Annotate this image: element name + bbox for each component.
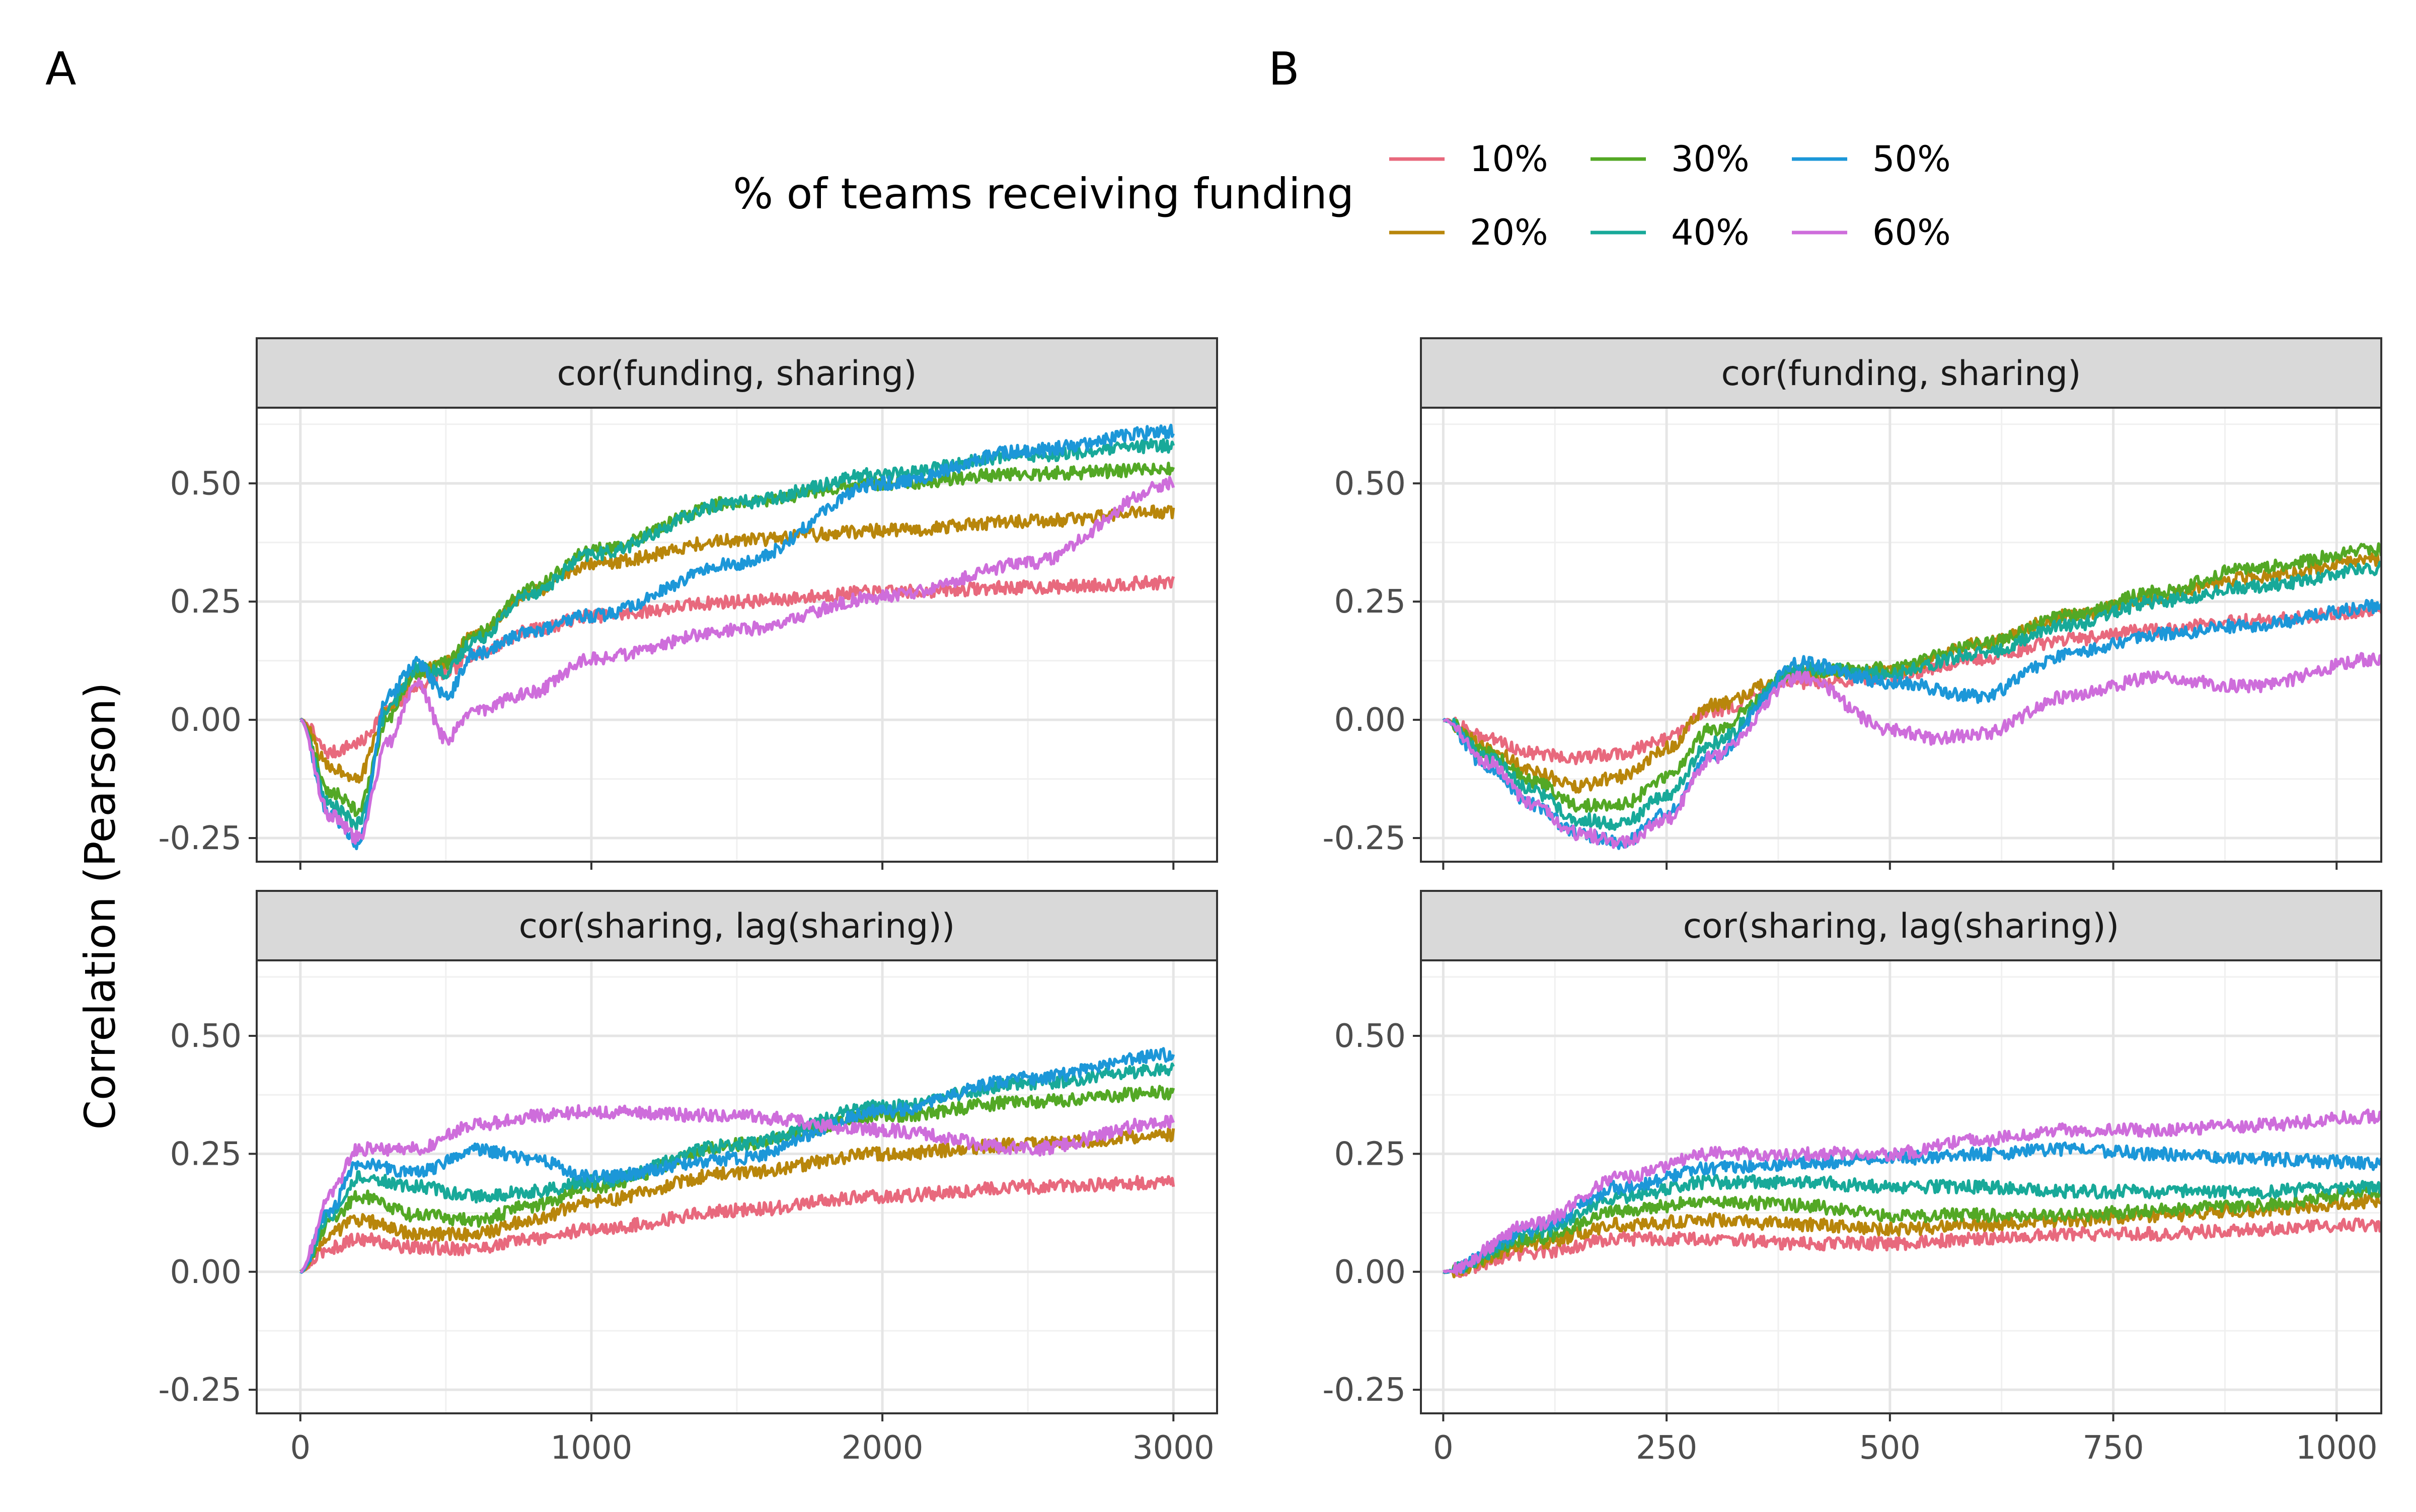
tick-label-y-0-1: 0.00 [170, 702, 242, 739]
series-line-3-30pct [1443, 1184, 2381, 1273]
series-line-1-20pct [299, 1127, 1175, 1273]
plot-background-2 [1421, 408, 2381, 862]
tick-label-y-1-0: -0.25 [158, 1372, 242, 1409]
y-axis-label: Correlation (Pearson) [76, 682, 125, 1129]
legend: 10% 20% 30% 40% 50% 60% [1389, 138, 1951, 253]
tick-label-y-1-3: 0.50 [170, 1018, 242, 1055]
tick-label-x-1-1: 1000 [550, 1429, 632, 1467]
tick-label-x-3-1: 250 [1636, 1429, 1697, 1467]
facet-strip-label-1: cor(sharing, lag(sharing)) [519, 906, 955, 946]
tick-label-x-1-3: 3000 [1132, 1429, 1215, 1467]
tick-label-y-3-2: 0.25 [1334, 1136, 1406, 1173]
facet-strip-label-2: cor(funding, sharing) [1721, 354, 2081, 394]
series-group-1 [299, 1047, 1175, 1274]
panel-border-1 [256, 959, 1218, 1414]
facet-panel-1: cor(sharing, lag(sharing)) -0.25 0.00 0.25 0… [158, 890, 1218, 1467]
tick-label-y-1-1: 0.00 [170, 1254, 242, 1291]
tick-label-x-1-2: 2000 [842, 1429, 924, 1467]
tick-label-y-0-3: 0.50 [170, 465, 242, 502]
legend-label-2: 30% [1671, 138, 1750, 180]
legend-label-4: 50% [1872, 138, 1951, 180]
panel-label-a: A [45, 43, 77, 96]
tick-label-x-3-0: 0 [1433, 1429, 1454, 1467]
series-line-0-10pct [299, 575, 1175, 760]
tick-label-x-3-2: 500 [1859, 1429, 1921, 1467]
panel-border-0 [256, 407, 1218, 863]
series-group-3 [1442, 1108, 2381, 1278]
panel-border-2 [1420, 407, 2382, 863]
series-line-2-60pct [1443, 652, 2381, 849]
legend-label-5: 60% [1872, 212, 1951, 253]
facet-strip-1 [256, 890, 1218, 961]
panels: cor(funding, sharing)-0.250.000.250.50co… [158, 337, 2382, 1467]
series-line-3-60pct [1442, 1108, 2381, 1276]
tick-label-y-3-3: 0.50 [1334, 1018, 1406, 1055]
series-line-0-30pct [299, 462, 1175, 817]
panel-label-b: B [1268, 43, 1300, 96]
series-line-1-50pct [299, 1047, 1175, 1274]
tick-label-y-1-2: 0.25 [170, 1136, 242, 1173]
series-line-1-40pct [299, 1062, 1175, 1273]
tick-label-x-1-0: 0 [290, 1429, 311, 1467]
facet-panel-2: cor(funding, sharing) -0.25 0.00 0.25 0.50 [1322, 337, 2382, 870]
tick-label-y-3-0: -0.25 [1322, 1372, 1406, 1409]
tick-label-y-2-2: 0.25 [1334, 583, 1406, 621]
facet-strip-2 [1420, 337, 2382, 409]
series-line-3-40pct [1443, 1174, 2381, 1274]
series-group-2 [1442, 542, 2381, 850]
series-line-2-40pct [1443, 561, 2381, 831]
series-line-0-50pct [299, 423, 1175, 851]
series-line-3-10pct [1442, 1217, 2381, 1278]
series-group-0 [299, 423, 1175, 851]
series-line-0-60pct [300, 476, 1175, 845]
tick-label-y-0-0: -0.25 [158, 820, 242, 857]
tick-label-y-2-1: 0.00 [1334, 702, 1406, 739]
series-line-2-10pct [1443, 603, 2381, 766]
tick-label-y-3-1: 0.00 [1334, 1254, 1406, 1291]
series-line-1-60pct [300, 1104, 1175, 1273]
tick-label-y-2-0: -0.25 [1322, 820, 1406, 857]
facet-panel-0: cor(funding, sharing) -0.25 0.00 0.25 0.50 [158, 337, 1218, 870]
tick-label-y-0-2: 0.25 [170, 583, 242, 621]
panel-border-3 [1420, 959, 2382, 1414]
facet-panel-3: cor(sharing, lag(sharing)) -0.25 0.00 0.25 0… [1322, 890, 2382, 1467]
tick-label-x-3-3: 750 [2082, 1429, 2144, 1467]
series-line-1-10pct [300, 1175, 1175, 1273]
facet-strip-label-0: cor(funding, sharing) [557, 354, 917, 394]
legend-label-3: 40% [1671, 212, 1750, 253]
legend-label-0: 10% [1470, 138, 1548, 180]
tick-label-y-2-3: 0.50 [1334, 465, 1406, 502]
series-line-3-20pct [1443, 1193, 2381, 1278]
legend-title: % of teams receiving funding [733, 169, 1354, 218]
facet-strip-label-3: cor(sharing, lag(sharing)) [1683, 906, 2120, 946]
tick-label-x-3-4: 1000 [2296, 1429, 2378, 1467]
legend-label-1: 20% [1470, 212, 1548, 253]
